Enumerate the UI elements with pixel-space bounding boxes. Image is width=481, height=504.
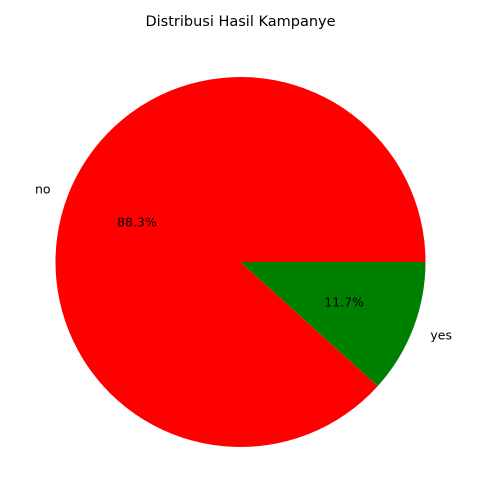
pie-slice-no xyxy=(55,77,426,448)
pie-percent-label-no: 88.3% xyxy=(117,215,157,230)
pie-labels: 88.3% no 11.7% yes xyxy=(35,181,452,342)
pie-category-label-yes: yes xyxy=(430,328,452,343)
pie-slices xyxy=(55,77,426,448)
pie-slice-yes xyxy=(240,262,426,387)
pie-category-label-no: no xyxy=(35,181,51,196)
chart-title: Distribusi Hasil Kampanye xyxy=(145,14,335,30)
pie-percent-label-yes: 11.7% xyxy=(324,294,364,309)
